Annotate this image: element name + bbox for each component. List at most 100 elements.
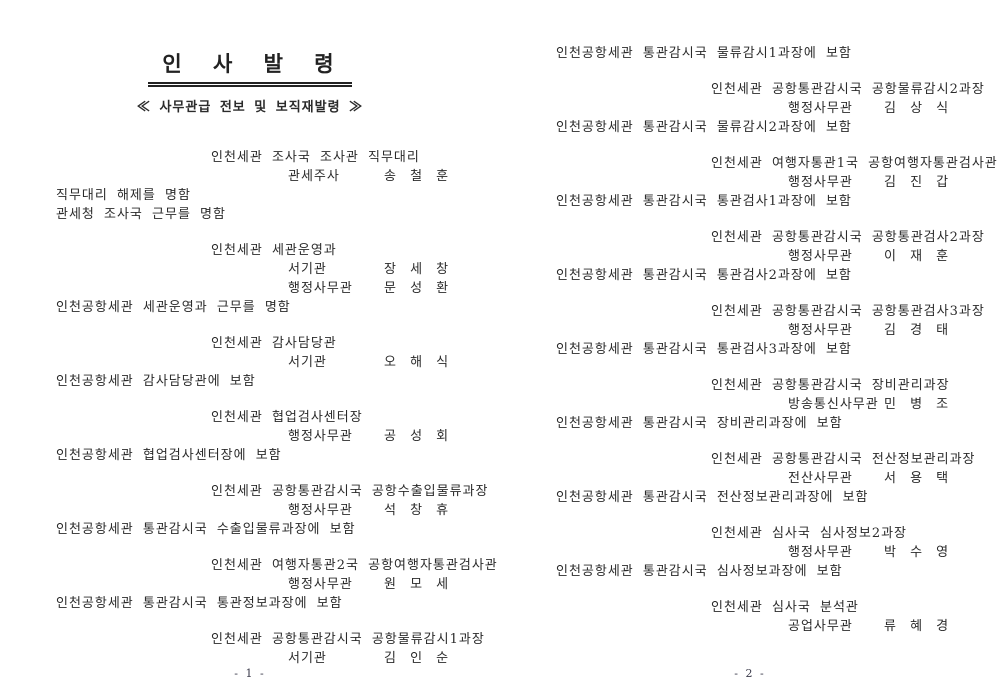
entry-position: 인천세관 공항통관감시국 공항물류감시1과장	[211, 632, 485, 647]
rank-label: 행정사무관	[788, 545, 853, 560]
entry-appointment: 행정사무관 김 진 갑	[500, 173, 1000, 192]
entry-appointment: 관세주사 송 철 훈	[0, 167, 500, 186]
rank-label: 행정사무관	[788, 101, 853, 116]
entry-action: 인천공항세관 통관감시국 통관정보과장에 보함	[56, 596, 343, 611]
person-name: 오 해 식	[384, 355, 452, 370]
entry-appointment: 행정사무관 김 경 태	[500, 321, 1000, 340]
entry-appointment: 행정사무관 문 성 환	[0, 279, 500, 298]
person-name: 공 성 회	[384, 429, 452, 444]
entry-appointment: 행정사무관 이 재 훈	[500, 247, 1000, 266]
person-name: 류 혜 경	[884, 619, 952, 634]
entry-action: 관세청 조사국 근무를 명함	[56, 207, 226, 222]
rank-label: 행정사무관	[288, 577, 353, 592]
person-name: 김 상 식	[884, 101, 952, 116]
entry-appointment: 행정사무관 공 성 회	[0, 427, 500, 446]
page-2-number: - 2 -	[734, 667, 766, 680]
document-subtitle: ≪ 사무관급 전보 및 보직재발령 ≫	[136, 100, 364, 115]
entry-position: 인천세관 심사국 분석관	[711, 600, 859, 615]
entry-position: 인천세관 공항통관감시국 장비관리과장	[711, 378, 950, 393]
entry-position: 인천세관 협업검사센터장	[211, 410, 363, 425]
entry-action: 인천공항세관 통관감시국 물류감시2과장에 보함	[556, 120, 852, 135]
rank-label: 행정사무관	[788, 323, 853, 338]
entry-position: 인천세관 여행자통관1국 공항여행자통관검사관	[711, 156, 998, 171]
person-name: 석 창 휴	[384, 503, 452, 518]
rank-label: 행정사무관	[288, 429, 353, 444]
rank-label: 서기관	[288, 262, 327, 277]
person-name: 문 성 환	[384, 281, 452, 296]
entry-position: 인천세관 여행자통관2국 공항여행자통관검사관	[211, 558, 498, 573]
person-name: 김 인 순	[384, 651, 452, 666]
entry-action: 인천공항세관 통관감시국 물류감시1과장에 보함	[556, 46, 852, 61]
entry-action: 인천공항세관 통관감시국 전산정보관리과장에 보함	[556, 490, 869, 505]
entry-appointment: 서기관 오 해 식	[0, 353, 500, 372]
person-name: 민 병 조	[884, 397, 952, 412]
entry-action: 인천공항세관 통관감시국 수출입물류과장에 보함	[56, 522, 356, 537]
rank-label: 서기관	[288, 651, 327, 666]
entry-appointment: 행정사무관 김 상 식	[500, 99, 1000, 118]
document-title: 인 사 발 령	[148, 48, 352, 87]
entry-action: 인천공항세관 통관감시국 통관검사3과장에 보함	[556, 342, 852, 357]
entry-position: 인천세관 공항통관감시국 공항통관검사3과장	[711, 304, 985, 319]
rank-label: 전산사무관	[788, 471, 853, 486]
rank-label: 방송통신사무관	[788, 397, 879, 412]
person-name: 김 진 갑	[884, 175, 952, 190]
entry-action: 인천공항세관 감사담당관에 보함	[56, 374, 256, 389]
entry-action: 직무대리 해제를 명함	[56, 188, 191, 203]
entry-action: 인천공항세관 협업검사센터장에 보함	[56, 448, 282, 463]
entry-position: 인천세관 공항통관감시국 전산정보관리과장	[711, 452, 976, 467]
person-name: 송 철 훈	[384, 169, 452, 184]
document-header: 인 사 발 령 ≪ 사무관급 전보 및 보직재발령 ≫	[0, 48, 500, 115]
entry-action: 인천공항세관 통관감시국 통관검사2과장에 보함	[556, 268, 852, 283]
entry-appointment: 행정사무관 박 수 영	[500, 543, 1000, 562]
rank-label: 행정사무관	[788, 249, 853, 264]
entry-position: 인천세관 세관운영과	[211, 243, 337, 258]
entry-position: 인천세관 심사국 심사정보2과장	[711, 526, 908, 541]
entry-appointment: 행정사무관 석 창 휴	[0, 501, 500, 520]
rank-label: 서기관	[288, 355, 327, 370]
page-1: 인 사 발 령 ≪ 사무관급 전보 및 보직재발령 ≫ 인천세관 조사국 조사관…	[0, 48, 500, 680]
entry-position: 인천세관 공항통관감시국 공항수출입물류과장	[211, 484, 489, 499]
rank-label: 행정사무관	[788, 175, 853, 190]
entry-appointment: 서기관 장 세 창	[0, 260, 500, 279]
entry-appointment: 공업사무관 류 혜 경	[500, 617, 1000, 636]
entry-position: 인천세관 공항통관감시국 공항물류감시2과장	[711, 82, 985, 97]
person-name: 박 수 영	[884, 545, 952, 560]
entry-action: 인천공항세관 세관운영과 근무를 명함	[56, 300, 291, 315]
entry-appointment: 서기관 김 인 순	[0, 649, 500, 668]
entry-appointment: 전산사무관 서 용 택	[500, 469, 1000, 488]
entry-appointment: 행정사무관 원 모 세	[0, 575, 500, 594]
entry-appointment: 방송통신사무관 민 병 조	[500, 395, 1000, 414]
rank-label: 관세주사	[288, 169, 340, 184]
person-name: 김 경 태	[884, 323, 952, 338]
entry-action: 인천공항세관 통관감시국 통관검사1과장에 보함	[556, 194, 852, 209]
entry-action: 인천공항세관 통관감시국 장비관리과장에 보함	[556, 416, 843, 431]
entry-position: 인천세관 감사담당관	[211, 336, 337, 351]
person-name: 이 재 훈	[884, 249, 952, 264]
person-name: 원 모 세	[384, 577, 452, 592]
page-1-number: - 1 -	[234, 667, 266, 680]
rank-label: 공업사무관	[788, 619, 853, 634]
entry-position: 인천세관 공항통관감시국 공항통관검사2과장	[711, 230, 985, 245]
personnel-entry: 인천공항세관 통관감시국 물류감시1과장에 보함	[500, 44, 1000, 63]
entry-position: 인천세관 조사국 조사관 직무대리	[211, 150, 420, 165]
person-name: 서 용 택	[884, 471, 952, 486]
entry-action: 인천공항세관 통관감시국 심사정보과장에 보함	[556, 564, 843, 579]
